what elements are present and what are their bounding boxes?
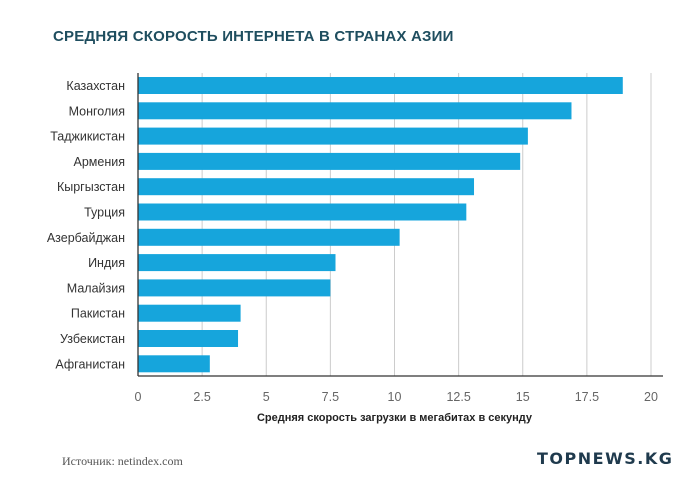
x-tick-label: 10 bbox=[388, 390, 402, 404]
bar bbox=[138, 152, 521, 170]
bar bbox=[138, 203, 467, 221]
bars bbox=[138, 77, 623, 373]
bar bbox=[138, 102, 572, 120]
category-label: Турция bbox=[84, 206, 125, 220]
category-label: Казахстан bbox=[66, 79, 125, 93]
category-label: Малайзия bbox=[67, 281, 125, 295]
bar bbox=[138, 330, 239, 347]
tick-labels: 0 2.5 5 7.5 10 12.5 15 17.5 20 bbox=[135, 390, 658, 404]
category-label: Таджикистан bbox=[50, 130, 125, 144]
x-tick-label: 15 bbox=[516, 390, 530, 404]
chart-title: СРЕДНЯЯ СКОРОСТЬ ИНТЕРНЕТА В СТРАНАХ АЗИ… bbox=[53, 28, 454, 45]
bar bbox=[138, 228, 400, 246]
bar bbox=[138, 254, 336, 272]
grid-lines bbox=[201, 73, 652, 376]
x-tick-label: 20 bbox=[644, 390, 658, 404]
bar bbox=[138, 178, 475, 196]
x-tick-label: 7.5 bbox=[322, 390, 339, 404]
bar bbox=[138, 304, 241, 322]
category-label: Кыргызстан bbox=[57, 180, 125, 194]
category-label: Армения bbox=[74, 155, 126, 169]
x-tick-label: 5 bbox=[263, 390, 270, 404]
category-label: Узбекистан bbox=[60, 332, 125, 346]
x-tick-label: 2.5 bbox=[193, 390, 210, 404]
source-note: Источник: netindex.com bbox=[62, 454, 183, 468]
category-labels: Казахстан Монголия Таджикистан Армения Кыргы… bbox=[47, 79, 125, 371]
x-axis-label: Средняя скорость загрузки в мегабитах в … bbox=[256, 412, 533, 424]
x-tick-label: 12.5 bbox=[446, 390, 470, 404]
category-label: Индия bbox=[88, 256, 125, 270]
category-label: Пакистан bbox=[71, 307, 125, 321]
x-tick-label: 0 bbox=[135, 390, 142, 404]
category-label: Азербайджан bbox=[47, 231, 125, 245]
topnews-logo: TOPNEWS.KG bbox=[537, 449, 674, 468]
x-tick-label: 17.5 bbox=[575, 390, 599, 404]
axes bbox=[137, 73, 663, 377]
category-label: Монголия bbox=[69, 104, 125, 118]
category-label: Афганистан bbox=[55, 357, 125, 371]
bar bbox=[138, 355, 210, 373]
bar bbox=[138, 127, 528, 145]
bar bbox=[138, 279, 331, 297]
bar bbox=[138, 77, 623, 94]
